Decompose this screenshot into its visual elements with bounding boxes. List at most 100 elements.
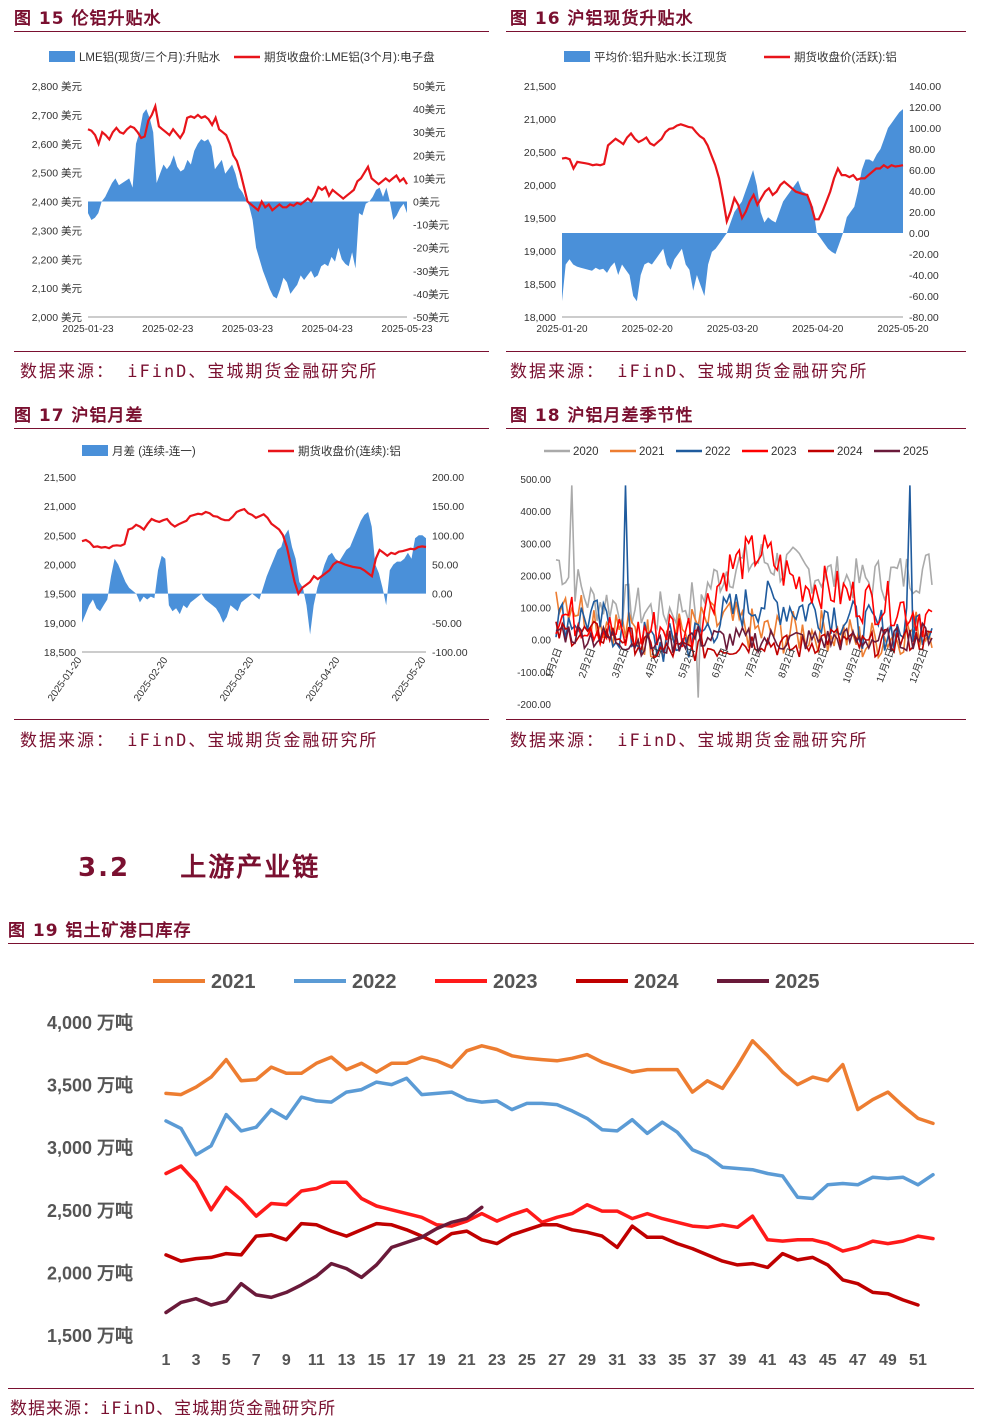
x-axis-label: 49 [879,1352,897,1369]
left-axis-tick: 20,500 [524,147,556,159]
x-axis-label: 2025-03-20 [218,655,257,704]
legend-label: 2021 [639,446,665,458]
right-axis-tick: -40美元 [413,288,450,301]
left-axis-tick: 2,400 美元 [32,196,83,209]
figure-17-title: 图 17 沪铝月差 [14,406,144,426]
series-line-2021 [164,1039,935,1126]
right-axis-tick: 20.00 [909,207,935,219]
y-axis-tick: 3,000 万吨 [47,1137,133,1158]
right-axis-tick: -50美元 [413,311,450,324]
right-axis-tick: 0.00 [432,589,453,601]
left-axis-tick: 0.00 [532,636,552,647]
legend-area-swatch [82,445,108,456]
figure-18-source: 数据来源： iFinD、宝城期货金融研究所 [510,731,869,751]
x-axis-label: 2025-03-20 [707,324,759,335]
x-axis-label: 31 [608,1352,626,1369]
x-axis-label: 13 [338,1352,356,1369]
x-axis-label: 35 [668,1352,686,1369]
price-line [87,102,408,212]
x-axis-label: 9 [282,1352,291,1369]
x-axis-label: 5 [222,1352,231,1369]
left-axis-tick: 19,000 [524,246,556,258]
x-axis-label: 6月2日 [709,646,731,679]
left-axis-tick: 18,500 [44,647,76,659]
right-axis-tick: 100.00 [909,123,941,135]
right-axis-tick: 40美元 [413,103,446,116]
x-axis-label: 25 [518,1352,536,1369]
x-axis-label: 2025-03-23 [222,324,274,335]
legend-line-label: 期货收盘价(活跃):铝 [794,50,897,64]
right-axis-tick: 50.00 [432,560,458,572]
legend-label: 2021 [211,971,256,993]
figure-18-title: 图 18 沪铝月差季节性 [510,406,694,426]
series-line-2020 [555,485,933,698]
left-axis-tick: 19,500 [524,213,556,225]
series-line-2023 [164,1164,935,1253]
x-axis-label: 2025-04-20 [792,324,844,335]
left-axis-tick: 19,500 [44,589,76,601]
right-axis-tick: 140.00 [909,81,941,93]
x-axis-label: 21 [458,1352,476,1369]
left-axis-tick: 2,100 美元 [32,282,83,295]
right-axis-tick: 120.00 [909,102,941,114]
legend-area-label: 平均价:铝升贴水:长江现货 [594,50,727,64]
left-axis-tick: 21,500 [524,81,556,93]
x-axis-label: 9月2日 [809,646,831,679]
figure-15-top-rule [14,31,489,32]
x-axis-label: 47 [849,1352,867,1369]
figure-16-bottom-rule [506,351,966,352]
legend-area-label: 月差 (连续-连一) [112,444,196,458]
right-axis-tick: 50美元 [413,80,446,93]
figure-17-top-rule [14,428,489,429]
right-axis-tick: 0.00 [909,228,930,240]
x-axis-label: 2025-02-20 [622,324,674,335]
legend-label: 2025 [775,971,820,993]
x-axis-label: 29 [578,1352,596,1369]
legend-area-swatch [564,51,590,62]
right-axis-tick: 100.00 [432,530,464,542]
section-title: 上游产业链 [180,853,321,883]
right-axis-tick: -80.00 [909,312,939,324]
x-axis-label: 45 [819,1352,837,1369]
left-axis-tick: 2,300 美元 [32,224,83,237]
right-axis-tick: -60.00 [909,291,939,303]
figure-19-title: 图 19 铝土矿港口库存 [8,921,192,941]
left-axis-tick: -100.00 [517,668,551,679]
right-axis-tick: 200.00 [432,472,464,484]
legend-label: 2024 [634,971,679,993]
legend-area-swatch [49,51,75,62]
left-axis-tick: 21,000 [44,501,76,513]
left-axis-tick: 2,500 美元 [32,167,83,180]
right-axis-tick: 20美元 [413,149,446,162]
x-axis-label: 3 [192,1352,201,1369]
x-axis-label: 39 [729,1352,747,1369]
figure-17-source: 数据来源： iFinD、宝城期货金融研究所 [20,731,379,751]
x-axis-label: 7月2日 [743,646,765,679]
series-line-2021 [555,591,933,660]
right-axis-tick: 150.00 [432,501,464,513]
series-line-2025 [164,1205,484,1315]
x-axis-label: 2025-04-20 [304,655,343,704]
figure-16-source: 数据来源： iFinD、宝城期货金融研究所 [510,362,869,382]
figure-15-source: 数据来源： iFinD、宝城期货金融研究所 [20,362,379,382]
section-number: 3.2 [78,853,131,883]
figure-19-bottom-rule [8,1388,974,1389]
right-axis-tick: 0美元 [413,196,440,209]
left-axis-tick: 2,700 美元 [32,109,83,122]
figure-18-top-rule [506,428,966,429]
x-axis-label: 11 [308,1352,325,1369]
legend-line-label: 期货收盘价:LME铝(3个月):电子盘 [264,50,435,64]
y-axis-tick: 1,500 万吨 [47,1325,133,1346]
series-line-2022 [164,1076,935,1201]
figure-15-bottom-rule [14,351,489,352]
series-line-2022 [555,485,933,662]
x-axis-label: 3月2日 [609,646,631,679]
x-axis-label: 2025-01-20 [46,655,85,704]
price-line [561,123,904,226]
series-line-2024 [555,620,933,662]
chart-f17: 月差 (连续-连一) 期货收盘价(连续):铝 21,500 21,000 20,500 2… [44,444,468,704]
legend-label: 2025 [903,446,929,458]
left-axis-tick: 2,800 美元 [32,80,83,93]
right-axis-tick: 60.00 [909,165,935,177]
x-axis-label: 12月2日 [907,646,931,685]
